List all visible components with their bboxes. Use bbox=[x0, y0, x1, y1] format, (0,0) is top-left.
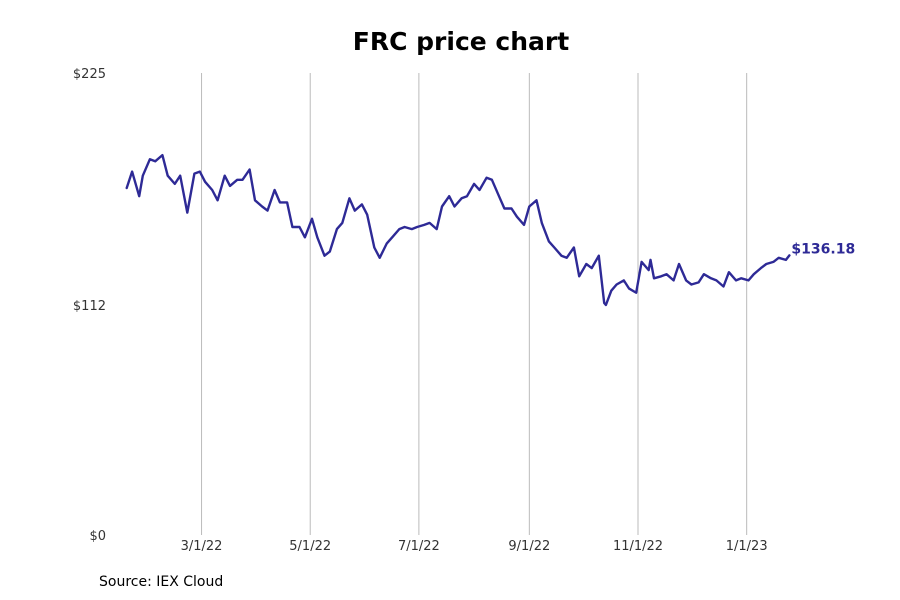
y-tick-label: $112 bbox=[73, 299, 106, 314]
y-axis-tick-labels: $0 $112 $225 bbox=[73, 67, 106, 544]
y-tick-label: $225 bbox=[73, 67, 106, 82]
x-axis-tick-labels: 3/1/22 5/1/22 7/1/22 9/1/22 11/1/22 1/1/23 bbox=[181, 539, 768, 554]
x-tick-label: 9/1/22 bbox=[508, 539, 550, 554]
price-line-series bbox=[125, 153, 791, 307]
y-tick-label: $0 bbox=[89, 529, 106, 544]
x-tick-label: 11/1/22 bbox=[613, 539, 663, 554]
x-tick-label: 1/1/23 bbox=[726, 539, 768, 554]
source-note: Source: IEX Cloud bbox=[99, 574, 224, 590]
x-tick-label: 5/1/22 bbox=[289, 539, 331, 554]
vertical-gridlines bbox=[201, 73, 748, 535]
last-price-label: $136.18 bbox=[791, 241, 855, 257]
chart-title: FRC price chart bbox=[352, 27, 570, 56]
x-tick-label: 3/1/22 bbox=[181, 539, 223, 554]
x-tick-label: 7/1/22 bbox=[398, 539, 440, 554]
